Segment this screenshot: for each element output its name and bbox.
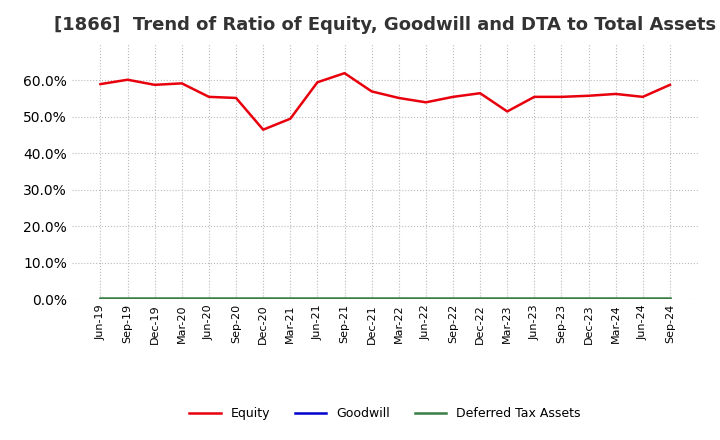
Equity	[530, 94, 539, 99]
Deferred Tax Assets	[367, 296, 376, 301]
Goodwill	[395, 297, 403, 302]
Goodwill	[584, 297, 593, 302]
Goodwill	[449, 297, 457, 302]
Goodwill	[123, 297, 132, 302]
Goodwill	[557, 297, 566, 302]
Equity	[286, 116, 294, 121]
Goodwill	[178, 297, 186, 302]
Goodwill	[204, 297, 213, 302]
Goodwill	[367, 297, 376, 302]
Equity	[421, 100, 430, 105]
Deferred Tax Assets	[665, 296, 674, 301]
Equity	[557, 94, 566, 99]
Goodwill	[286, 297, 294, 302]
Deferred Tax Assets	[232, 296, 240, 301]
Deferred Tax Assets	[178, 296, 186, 301]
Deferred Tax Assets	[557, 296, 566, 301]
Equity	[232, 95, 240, 101]
Equity	[584, 93, 593, 99]
Deferred Tax Assets	[530, 296, 539, 301]
Deferred Tax Assets	[584, 296, 593, 301]
Equity	[611, 92, 620, 97]
Equity	[476, 91, 485, 96]
Goodwill	[232, 297, 240, 302]
Goodwill	[96, 297, 105, 302]
Deferred Tax Assets	[96, 296, 105, 301]
Equity	[178, 81, 186, 86]
Deferred Tax Assets	[341, 296, 349, 301]
Goodwill	[639, 297, 647, 302]
Deferred Tax Assets	[259, 296, 268, 301]
Equity	[204, 94, 213, 99]
Equity	[395, 95, 403, 101]
Goodwill	[259, 297, 268, 302]
Deferred Tax Assets	[503, 296, 511, 301]
Deferred Tax Assets	[123, 296, 132, 301]
Deferred Tax Assets	[313, 296, 322, 301]
Legend: Equity, Goodwill, Deferred Tax Assets: Equity, Goodwill, Deferred Tax Assets	[184, 403, 586, 425]
Goodwill	[313, 297, 322, 302]
Equity	[665, 82, 674, 88]
Deferred Tax Assets	[449, 296, 457, 301]
Goodwill	[665, 297, 674, 302]
Deferred Tax Assets	[204, 296, 213, 301]
Deferred Tax Assets	[611, 296, 620, 301]
Deferred Tax Assets	[639, 296, 647, 301]
Deferred Tax Assets	[476, 296, 485, 301]
Deferred Tax Assets	[286, 296, 294, 301]
Goodwill	[611, 297, 620, 302]
Equity	[123, 77, 132, 82]
Deferred Tax Assets	[395, 296, 403, 301]
Goodwill	[476, 297, 485, 302]
Line: Equity: Equity	[101, 73, 670, 130]
Equity	[259, 127, 268, 132]
Deferred Tax Assets	[150, 296, 159, 301]
Equity	[367, 89, 376, 94]
Equity	[313, 80, 322, 85]
Equity	[503, 109, 511, 114]
Deferred Tax Assets	[421, 296, 430, 301]
Equity	[96, 81, 105, 87]
Goodwill	[150, 297, 159, 302]
Equity	[449, 94, 457, 99]
Goodwill	[341, 297, 349, 302]
Equity	[150, 82, 159, 88]
Goodwill	[421, 297, 430, 302]
Title: [1866]  Trend of Ratio of Equity, Goodwill and DTA to Total Assets: [1866] Trend of Ratio of Equity, Goodwil…	[54, 16, 716, 34]
Equity	[341, 70, 349, 76]
Equity	[639, 94, 647, 99]
Goodwill	[530, 297, 539, 302]
Goodwill	[503, 297, 511, 302]
